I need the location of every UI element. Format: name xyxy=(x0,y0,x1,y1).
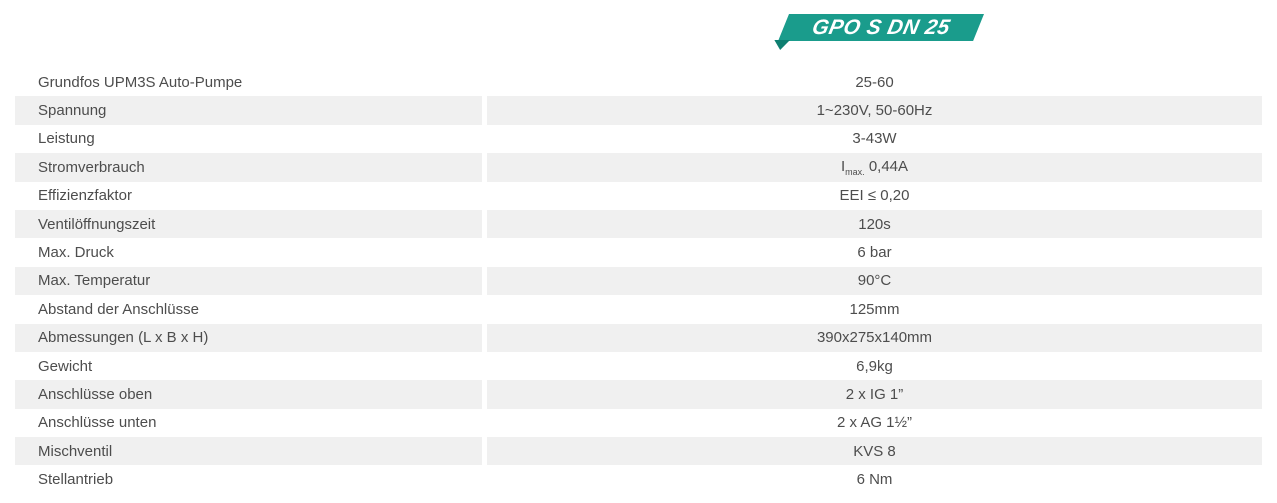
badge-ribbon-tail-icon xyxy=(774,40,790,50)
spec-label: Effizienzfaktor xyxy=(38,187,132,205)
table-row: Grundfos UPM3S Auto-Pumpe 25-60 xyxy=(15,68,1262,96)
table-row: Stromverbrauch Imax. 0,44A xyxy=(15,153,1262,182)
table-row: Stellantrieb 6 Nm xyxy=(15,465,1262,493)
table-row: Effizienzfaktor EEI ≤ 0,20 xyxy=(15,182,1262,210)
product-badge: GPO S DN 25 xyxy=(778,14,984,41)
spec-value: 25-60 xyxy=(855,73,894,91)
spec-label: Mischventil xyxy=(15,437,482,466)
table-row: Gewicht 6,9kg xyxy=(15,352,1262,380)
spec-value: 2 x IG 1” xyxy=(487,380,1262,409)
spec-value: 6,9kg xyxy=(856,357,893,375)
table-row: Mischventil KVS 8 xyxy=(15,437,1262,466)
spec-label: Max. Druck xyxy=(38,244,114,262)
spec-value: 1~230V, 50-60Hz xyxy=(487,96,1262,125)
spec-value: 390x275x140mm xyxy=(487,323,1262,352)
spec-label: Stromverbrauch xyxy=(15,153,482,182)
spec-value: 3-43W xyxy=(852,130,897,148)
spec-label: Abstand der Anschlüsse xyxy=(38,300,199,318)
spec-label: Anschlüsse unten xyxy=(38,414,157,432)
table-row: Leistung 3-43W xyxy=(15,125,1262,153)
spec-table: Grundfos UPM3S Auto-Pumpe 25-60 Spannung 1~… xyxy=(15,68,1262,494)
spec-label: Spannung xyxy=(15,96,482,125)
spec-value: EEI ≤ 0,20 xyxy=(839,187,910,205)
table-row: Max. Temperatur 90°C xyxy=(15,266,1262,296)
spec-label: Stellantrieb xyxy=(38,471,114,489)
spec-value: 6 bar xyxy=(857,244,892,262)
spec-label: Ventilöffnungszeit xyxy=(15,209,482,239)
spec-value: 125mm xyxy=(849,300,900,318)
spec-value: 120s xyxy=(487,209,1262,239)
spec-value: 90°C xyxy=(487,266,1262,296)
spec-value: 2 x AG 1½” xyxy=(836,414,913,432)
spec-value: 6 Nm xyxy=(856,471,893,489)
spec-value: Imax. 0,44A xyxy=(487,153,1262,182)
table-row: Abmessungen (L x B x H) 390x275x140mm xyxy=(15,323,1262,352)
table-row: Spannung 1~230V, 50-60Hz xyxy=(15,96,1262,125)
spec-label: Max. Temperatur xyxy=(15,266,482,296)
spec-label: Anschlüsse oben xyxy=(15,380,482,409)
table-row: Abstand der Anschlüsse 125mm xyxy=(15,295,1262,323)
spec-label: Grundfos UPM3S Auto-Pumpe xyxy=(38,73,243,91)
table-row: Ventilöffnungszeit 120s xyxy=(15,209,1262,239)
table-row: Max. Druck 6 bar xyxy=(15,238,1262,266)
table-row: Anschlüsse unten 2 x AG 1½” xyxy=(15,409,1262,437)
product-badge-label: GPO S DN 25 xyxy=(810,15,953,39)
table-row: Anschlüsse oben 2 x IG 1” xyxy=(15,380,1262,409)
spec-label: Leistung xyxy=(38,130,95,148)
spec-label: Abmessungen (L x B x H) xyxy=(15,323,482,352)
spec-value: KVS 8 xyxy=(487,437,1262,466)
spec-label: Gewicht xyxy=(38,357,93,375)
